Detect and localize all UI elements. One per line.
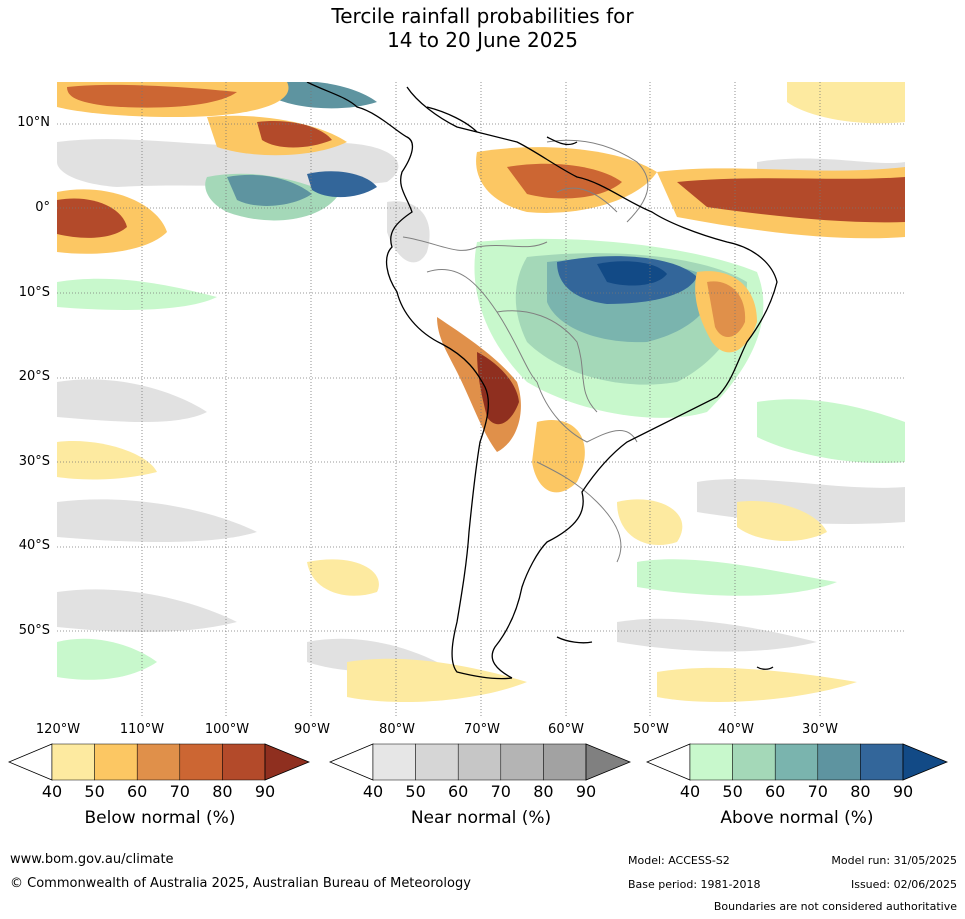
map-canvas [57,82,905,716]
colorbar-tick-label: 40 [41,782,63,801]
colorbar-tick-label: 80 [212,782,233,801]
colorbar-above-normal [646,743,948,781]
lon-label-60w: 60°W [548,722,584,737]
lat-label-0: 0° [35,200,50,215]
lat-label-10n: 10°N [17,115,50,130]
colorbar-tick-label: 90 [575,782,597,801]
colorbar-bin [94,743,138,781]
colorbar-bin [543,743,587,781]
colorbar-tick-label: 70 [807,782,828,801]
footer-base-period: Base period: 1981-2018 [628,878,761,891]
lon-label-120w: 120°W [35,722,81,737]
colorbar-tick-label: 50 [84,782,105,801]
footer-model-run: Model run: 31/05/2025 [831,854,957,867]
colorbar-bin [179,743,223,781]
colorbar-bin [500,743,544,781]
lat-label-50s: 50°S [18,623,50,638]
colorbar-bin [457,743,502,781]
lon-label-80w: 80°W [379,722,415,737]
colorbar-bin [774,743,819,781]
map-title: Tercile rainfall probabilities for 14 to… [0,4,965,52]
colorbar-tick-label: 70 [490,782,511,801]
colorbar-tick-label: 50 [722,782,743,801]
below-normal-areas [57,82,905,702]
colorbar-label-near: Near normal (%) [410,808,552,828]
lon-label-30w: 30°W [802,722,838,737]
footer-website: www.bom.gov.au/climate [10,852,174,867]
colorbar-over-triangle [585,743,631,781]
colorbar-tick-label: 60 [127,782,148,801]
lat-label-30s: 30°S [18,454,50,469]
colorbar-bin [222,743,266,781]
colorbar-over-triangle [902,743,948,781]
colorbar-tick-label: 90 [254,782,276,801]
colorbar-tick-label: 40 [362,782,384,801]
coastline [306,82,778,680]
footer-disclaimer: Boundaries are not considered authoritat… [713,900,957,913]
colorbar-bin [732,743,776,781]
colorbar-tick-label: 60 [765,782,786,801]
lat-label-10s: 10°S [18,285,50,300]
lon-label-110w: 110°W [119,722,165,737]
colorbar-label-above: Above normal (%) [720,808,874,828]
colorbar-bin [817,743,861,781]
colorbar-under-triangle [646,743,691,781]
colorbar-tick-label: 40 [679,782,701,801]
footer-model: Model: ACCESS-S2 [628,854,730,867]
colorbar-bin [136,743,181,781]
colorbar-tick-label: 70 [169,782,190,801]
title-line-2: 14 to 20 June 2025 [387,28,578,52]
title-line-1: Tercile rainfall probabilities for [331,4,634,28]
colorbar-below-normal [8,743,310,781]
footer-issued: Issued: 02/06/2025 [850,878,957,891]
colorbar-label-below: Below normal (%) [84,808,236,828]
colorbar-tick-label: 80 [533,782,554,801]
colorbar-bin [415,743,459,781]
colorbar-bin [860,743,904,781]
colorbar-over-triangle [264,743,310,781]
lon-label-40w: 40°W [718,722,754,737]
country-borders [402,139,649,563]
colorbar-under-triangle [8,743,53,781]
lat-label-20s: 20°S [18,369,50,384]
colorbar-under-triangle [329,743,374,781]
colorbar-tick-label: 80 [850,782,871,801]
footer-copyright: © Commonwealth of Australia 2025, Austra… [10,876,471,891]
above-normal-areas [57,82,905,680]
colorbar-tick-label: 90 [892,782,914,801]
lon-label-100w: 100°W [204,722,250,737]
colorbar-bin [51,743,95,781]
colorbar-near-normal [329,743,631,781]
lon-label-70w: 70°W [464,722,500,737]
colorbar-tick-label: 60 [448,782,469,801]
graticule [57,82,905,716]
colorbar-tick-label: 50 [405,782,426,801]
colorbar-bin [372,743,416,781]
lon-label-50w: 50°W [633,722,669,737]
rainfall-probability-map [57,82,905,716]
lon-label-90w: 90°W [294,722,330,737]
lat-label-40s: 40°S [18,538,50,553]
colorbar-bin [689,743,733,781]
